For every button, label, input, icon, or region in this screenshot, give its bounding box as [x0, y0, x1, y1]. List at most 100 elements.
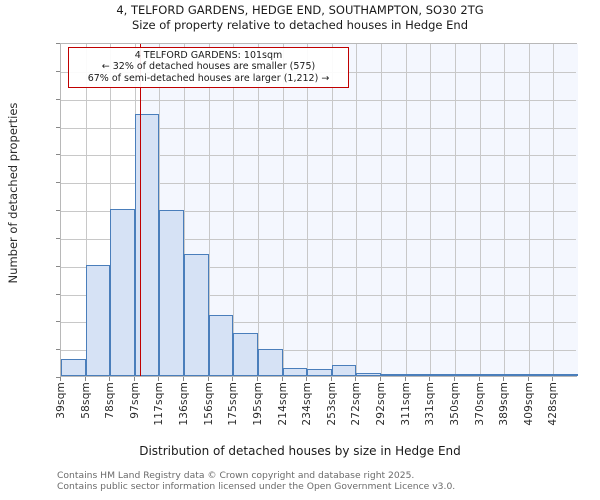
gridline	[184, 44, 186, 376]
gridline	[233, 44, 235, 376]
x-tick-mark	[281, 377, 283, 381]
property-size-marker-line	[139, 44, 142, 376]
gridline	[61, 127, 576, 129]
x-tick-mark	[380, 377, 382, 381]
gridline	[454, 44, 456, 376]
x-tick-label: 97sqm	[128, 382, 141, 419]
x-tick-label: 272sqm	[350, 382, 363, 426]
x-tick-mark	[503, 377, 505, 381]
x-tick-mark	[552, 377, 554, 381]
gridline	[61, 155, 576, 157]
histogram-bar	[381, 373, 406, 376]
plot-area	[60, 43, 578, 377]
x-tick-mark	[453, 377, 455, 381]
gridline	[356, 44, 358, 376]
x-tick-label: 292sqm	[375, 382, 388, 426]
property-annotation-box: 4 TELFORD GARDENS: 101sqm ← 32% of detac…	[68, 47, 349, 88]
gridline	[430, 44, 432, 376]
x-tick-label: 253sqm	[325, 382, 338, 426]
x-tick-label: 136sqm	[178, 382, 191, 426]
annotation-property-label: 4 TELFORD GARDENS: 101sqm	[134, 50, 283, 61]
x-tick-label: 350sqm	[448, 382, 461, 426]
chart-title: 4, TELFORD GARDENS, HEDGE END, SOUTHAMPT…	[116, 3, 484, 17]
gridline	[61, 266, 576, 268]
histogram-bar	[405, 373, 431, 376]
x-tick-label: 311sqm	[399, 382, 412, 426]
gridline	[331, 44, 333, 376]
x-tick-label: 175sqm	[227, 382, 240, 426]
x-tick-label: 331sqm	[424, 382, 437, 426]
gridline	[504, 44, 506, 376]
x-tick-mark	[330, 377, 332, 381]
x-tick-mark	[256, 377, 258, 381]
y-axis-label: Number of detached properties	[6, 102, 20, 284]
histogram-bar	[61, 359, 86, 376]
histogram-bar	[159, 209, 185, 376]
histogram-bar	[110, 209, 135, 376]
x-tick-mark	[429, 377, 431, 381]
histogram-bar	[479, 374, 505, 376]
gridline	[528, 44, 530, 376]
footer-attribution: Contains HM Land Registry data © Crown c…	[57, 470, 597, 492]
x-tick-mark	[109, 377, 111, 381]
histogram-bar	[553, 374, 578, 376]
chart-title-block: 4, TELFORD GARDENS, HEDGE END, SOUTHAMPT…	[0, 3, 600, 33]
x-tick-label: 409sqm	[522, 382, 535, 426]
gridline	[85, 44, 87, 376]
x-tick-label: 117sqm	[153, 382, 166, 426]
gridline	[61, 294, 576, 296]
gridline	[61, 211, 576, 212]
histogram-bar	[134, 114, 160, 376]
x-tick-mark	[207, 377, 209, 381]
x-tick-mark	[60, 377, 61, 381]
histogram-bar	[331, 365, 357, 376]
x-tick-label: 370sqm	[473, 382, 486, 426]
x-tick-label: 156sqm	[202, 382, 215, 426]
x-tick-mark	[527, 377, 529, 381]
x-tick-label: 214sqm	[276, 382, 289, 426]
x-tick-mark	[158, 377, 160, 381]
footer-line-1: Contains HM Land Registry data © Crown c…	[57, 470, 415, 481]
histogram-bar	[356, 372, 382, 376]
histogram-bar	[233, 332, 258, 376]
x-tick-mark	[232, 377, 234, 381]
gridline	[61, 322, 576, 324]
x-tick-label: 195sqm	[251, 382, 264, 426]
histogram-bar	[85, 264, 111, 376]
x-tick-label: 428sqm	[547, 382, 560, 426]
histogram-bar	[208, 314, 234, 376]
gridline	[61, 99, 576, 101]
gridline	[307, 44, 309, 376]
gridline	[553, 44, 555, 376]
gridline	[61, 350, 576, 352]
histogram-bar	[257, 349, 283, 376]
gridline	[282, 44, 284, 376]
histogram-bar	[430, 374, 455, 376]
chart-subtitle: Size of property relative to detached ho…	[131, 18, 469, 32]
x-tick-mark	[306, 377, 308, 381]
x-tick-label: 234sqm	[301, 382, 314, 426]
annotation-smaller-text: ← 32% of detached houses are smaller (57…	[101, 61, 316, 73]
x-tick-mark	[133, 377, 135, 381]
gridline	[61, 183, 576, 185]
x-tick-mark	[183, 377, 185, 381]
x-tick-mark	[84, 377, 86, 381]
x-tick-label: 58sqm	[79, 382, 92, 419]
footer-line-2: Contains public sector information licen…	[57, 481, 456, 492]
gridline	[479, 44, 481, 376]
x-tick-label: 39sqm	[55, 382, 67, 419]
x-tick-label: 78sqm	[104, 382, 117, 419]
gridline	[257, 44, 259, 376]
annotation-larger-text: 67% of semi-detached houses are larger (…	[87, 72, 330, 84]
gridline	[208, 44, 210, 376]
gridline	[405, 44, 407, 376]
x-tick-mark	[355, 377, 357, 381]
gridline	[61, 238, 576, 240]
x-tick-mark	[404, 377, 406, 381]
histogram-bar	[454, 374, 480, 376]
x-axis-label: Distribution of detached houses by size …	[139, 444, 461, 458]
histogram-bars	[61, 44, 578, 376]
x-tick-mark	[478, 377, 480, 381]
histogram-bar	[307, 369, 332, 376]
